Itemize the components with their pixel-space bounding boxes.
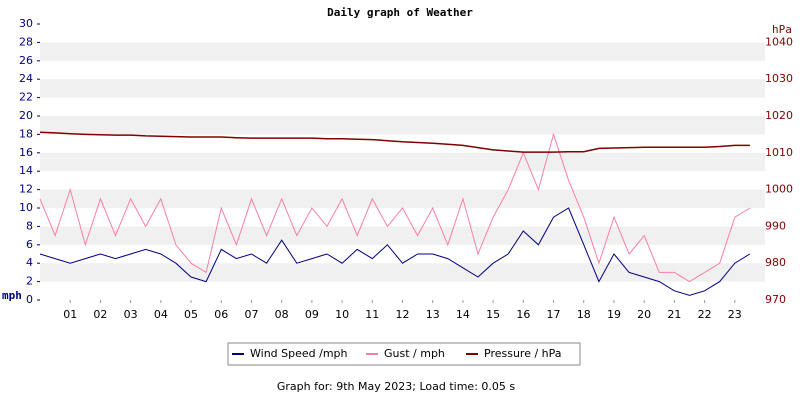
legend-label: Pressure / hPa bbox=[484, 347, 562, 360]
x-tick-label: 12 bbox=[396, 308, 410, 321]
y2-tick-label: 990 bbox=[765, 219, 786, 232]
x-tick-label: 09 bbox=[305, 308, 319, 321]
grid-band bbox=[40, 226, 765, 245]
y-tick-label: 10 bbox=[19, 201, 33, 214]
y-tick-label: 20 bbox=[19, 109, 33, 122]
grid-band bbox=[40, 189, 765, 208]
x-tick-label: 21 bbox=[667, 308, 681, 321]
x-tick-label: 02 bbox=[93, 308, 107, 321]
y2-tick-label: 1010 bbox=[765, 146, 793, 159]
y-tick-label: 26 bbox=[19, 54, 33, 67]
x-tick-label: 16 bbox=[516, 308, 530, 321]
x-tick-label: 17 bbox=[547, 308, 561, 321]
series-line bbox=[39, 131, 750, 153]
y-tick-label: 14 bbox=[19, 164, 33, 177]
y-tick-label: 16 bbox=[19, 146, 33, 159]
grid-band bbox=[40, 244, 765, 264]
grid-band bbox=[40, 60, 765, 80]
x-tick-label: 01 bbox=[63, 308, 77, 321]
series-line bbox=[39, 132, 751, 283]
x-tick-label: 05 bbox=[184, 308, 198, 321]
x-tick-label: 11 bbox=[365, 308, 379, 321]
y-tick-label: 30 bbox=[19, 17, 33, 30]
y2-tick-label: 970 bbox=[765, 293, 786, 306]
y-tick-label: 12 bbox=[19, 183, 33, 196]
x-tick-label: 08 bbox=[275, 308, 289, 321]
grid-band bbox=[40, 281, 765, 300]
y-tick-label: 28 bbox=[19, 35, 33, 48]
grid-band bbox=[40, 171, 765, 190]
footer: Graph for: 9th May 2023; Load time: 0.05… bbox=[277, 380, 516, 393]
grid-band bbox=[40, 134, 765, 153]
grid-band bbox=[40, 42, 765, 61]
x-tick-label: 22 bbox=[698, 308, 712, 321]
legend-label: Wind Speed /mph bbox=[250, 347, 348, 360]
y-tick-label: 0 bbox=[26, 293, 33, 306]
series-line bbox=[39, 207, 751, 296]
grid-band bbox=[40, 24, 765, 43]
x-tick-label: 04 bbox=[154, 308, 168, 321]
x-tick-label: 07 bbox=[244, 308, 258, 321]
grid-band bbox=[40, 263, 765, 282]
grid-band bbox=[40, 116, 765, 135]
y-tick-label: 6 bbox=[26, 238, 33, 251]
grid-band bbox=[40, 152, 765, 172]
legend-box bbox=[227, 342, 581, 366]
x-tick-label: 20 bbox=[637, 308, 651, 321]
y2-tick-label: 1000 bbox=[765, 183, 793, 196]
y2-tick-label: 980 bbox=[765, 256, 786, 269]
chart-title: Daily graph of Weather bbox=[327, 6, 473, 19]
x-tick-label: 03 bbox=[124, 308, 138, 321]
y2-axis-label: hPa bbox=[772, 23, 792, 36]
legend-label: Gust / mph bbox=[384, 347, 445, 360]
x-tick-label: 18 bbox=[577, 308, 591, 321]
grid-band bbox=[40, 79, 765, 98]
y-tick-label: 2 bbox=[26, 275, 33, 288]
y-axis-label: mph bbox=[2, 289, 22, 302]
x-tick-label: 06 bbox=[214, 308, 228, 321]
grid-band bbox=[40, 208, 765, 227]
x-tick-label: 15 bbox=[486, 308, 500, 321]
x-tick-label: 10 bbox=[335, 308, 349, 321]
y-tick-label: 22 bbox=[19, 91, 33, 104]
y-tick-label: 8 bbox=[26, 219, 33, 232]
y-tick-label: 18 bbox=[19, 127, 33, 140]
x-tick-label: 23 bbox=[728, 308, 742, 321]
x-tick-label: 19 bbox=[607, 308, 621, 321]
grid-band bbox=[40, 97, 765, 116]
y2-tick-label: 1030 bbox=[765, 72, 793, 85]
x-tick-label: 14 bbox=[456, 308, 470, 321]
x-tick-label: 13 bbox=[426, 308, 440, 321]
y-tick-label: 4 bbox=[26, 256, 33, 269]
y2-tick-label: 1040 bbox=[765, 35, 793, 48]
y2-tick-label: 1020 bbox=[765, 109, 793, 122]
y-tick-label: 24 bbox=[19, 72, 33, 85]
